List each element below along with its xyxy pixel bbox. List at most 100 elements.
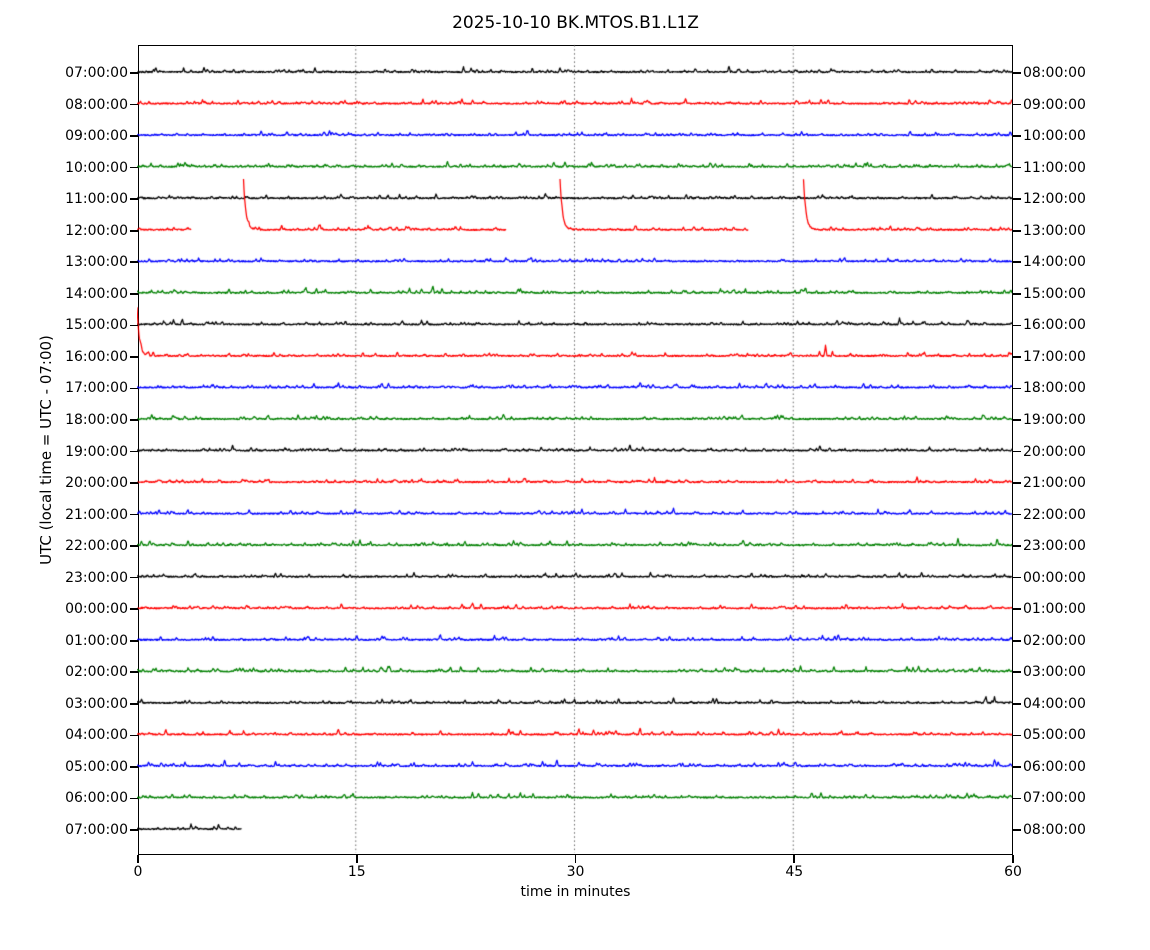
y-tick-label-right: 00:00:00	[1023, 569, 1086, 586]
y-tick-mark-right	[1013, 829, 1021, 831]
y-tick-label-right: 22:00:00	[1023, 506, 1086, 523]
y-tick-mark-left	[130, 419, 138, 421]
y-tick-mark-left	[130, 797, 138, 800]
y-tick-label-left: 01:00:00	[65, 632, 128, 649]
y-tick-label-right: 18:00:00	[1023, 380, 1086, 397]
y-tick-label-left: 23:00:00	[65, 569, 128, 586]
y-tick-mark-right	[1013, 703, 1021, 705]
y-tick-mark-right	[1013, 229, 1021, 232]
y-tick-mark-right	[1013, 766, 1021, 768]
y-tick-label-left: 00:00:00	[65, 601, 128, 618]
y-tick-label-right: 19:00:00	[1023, 411, 1086, 428]
y-tick-mark-left	[130, 387, 138, 390]
y-tick-label-left: 02:00:00	[65, 664, 128, 681]
y-tick-mark-left	[130, 229, 138, 232]
y-tick-mark-left	[130, 166, 138, 169]
y-tick-label-left: 10:00:00	[65, 159, 128, 176]
y-tick-label-left: 06:00:00	[65, 790, 128, 807]
y-tick-mark-right	[1013, 166, 1021, 169]
y-tick-label-right: 17:00:00	[1023, 348, 1086, 365]
y-tick-label-right: 14:00:00	[1023, 254, 1086, 271]
y-tick-label-left: 07:00:00	[65, 65, 128, 81]
y-tick-mark-left	[130, 671, 138, 674]
y-tick-label-right: 16:00:00	[1023, 317, 1086, 334]
y-tick-mark-right	[1013, 797, 1021, 800]
y-tick-mark-left	[130, 198, 138, 200]
y-tick-mark-right	[1013, 608, 1021, 610]
y-tick-label-left: 13:00:00	[65, 254, 128, 271]
y-tick-mark-left	[130, 324, 138, 327]
y-tick-label-left: 08:00:00	[65, 96, 128, 113]
y-tick-label-right: 20:00:00	[1023, 443, 1086, 460]
chart-title: 2025-10-10 BK.MTOS.B1.L1Z	[452, 13, 699, 33]
y-tick-label-right: 23:00:00	[1023, 538, 1086, 555]
y-tick-mark-left	[130, 608, 138, 610]
y-tick-mark-right	[1013, 639, 1021, 642]
x-axis-label: time in minutes	[520, 884, 631, 900]
y-tick-label-right: 05:00:00	[1023, 727, 1086, 744]
x-tick-mark	[1012, 855, 1014, 863]
y-tick-mark-left	[130, 639, 138, 642]
y-tick-label-right: 08:00:00	[1023, 822, 1086, 838]
y-tick-label-right: 06:00:00	[1023, 758, 1086, 775]
y-tick-label-left: 17:00:00	[65, 380, 128, 397]
y-tick-label-right: 01:00:00	[1023, 601, 1086, 618]
y-tick-mark-left	[130, 829, 138, 831]
y-tick-label-left: 16:00:00	[65, 348, 128, 365]
x-tick-mark	[355, 855, 358, 863]
y-tick-mark-left	[130, 292, 138, 295]
y-tick-label-right: 04:00:00	[1023, 695, 1086, 712]
y-tick-mark-left	[130, 261, 138, 264]
y-tick-label-right: 15:00:00	[1023, 285, 1086, 302]
y-tick-label-left: 15:00:00	[65, 317, 128, 334]
y-tick-label-left: 14:00:00	[65, 285, 128, 302]
y-tick-mark-left	[130, 734, 138, 737]
y-tick-label-right: 11:00:00	[1023, 159, 1086, 176]
y-tick-label-right: 13:00:00	[1023, 222, 1086, 239]
y-tick-label-right: 07:00:00	[1023, 790, 1086, 807]
y-tick-mark-left	[130, 513, 138, 516]
y-tick-mark-left	[130, 766, 138, 768]
y-tick-label-left: 05:00:00	[65, 758, 128, 775]
y-tick-mark-right	[1013, 419, 1021, 421]
y-tick-label-left: 18:00:00	[65, 411, 128, 428]
y-tick-mark-left	[130, 482, 138, 484]
x-tick-label: 60	[1004, 864, 1022, 880]
y-tick-mark-right	[1013, 734, 1021, 737]
x-tick-label: 45	[785, 864, 804, 880]
y-tick-label-left: 20:00:00	[65, 475, 128, 492]
trace-canvas	[137, 44, 1013, 855]
plot-area	[137, 44, 1013, 855]
y-tick-label-right: 02:00:00	[1023, 632, 1086, 649]
y-tick-mark-left	[130, 356, 138, 358]
y-tick-label-right: 09:00:00	[1023, 96, 1086, 113]
y-tick-label-left: 11:00:00	[65, 191, 128, 208]
x-tick-label: 15	[347, 864, 366, 880]
x-tick-mark	[137, 855, 139, 863]
y-tick-mark-right	[1013, 356, 1021, 358]
x-tick-mark	[793, 855, 796, 863]
y-tick-label-left: 12:00:00	[65, 222, 128, 239]
y-tick-mark-right	[1013, 292, 1021, 295]
y-tick-label-left: 19:00:00	[65, 443, 128, 460]
y-tick-mark-right	[1013, 198, 1021, 200]
y-tick-mark-left	[130, 103, 138, 106]
y-tick-mark-right	[1013, 324, 1021, 327]
y-tick-label-right: 03:00:00	[1023, 664, 1086, 681]
y-tick-mark-left	[130, 703, 138, 705]
y-tick-label-left: 04:00:00	[65, 727, 128, 744]
y-tick-mark-right	[1013, 72, 1021, 74]
y-tick-mark-right	[1013, 450, 1021, 453]
y-tick-label-left: 03:00:00	[65, 695, 128, 712]
y-tick-mark-left	[130, 576, 138, 579]
y-tick-mark-right	[1013, 576, 1021, 579]
y-tick-mark-right	[1013, 135, 1021, 137]
y-tick-label-right: 12:00:00	[1023, 191, 1086, 208]
y-tick-label-left: 07:00:00	[65, 822, 128, 838]
x-tick-label: 30	[566, 864, 585, 880]
y-tick-mark-right	[1013, 671, 1021, 674]
x-tick-mark	[574, 855, 577, 863]
y-tick-mark-right	[1013, 545, 1021, 547]
x-tick-label: 0	[133, 864, 143, 880]
